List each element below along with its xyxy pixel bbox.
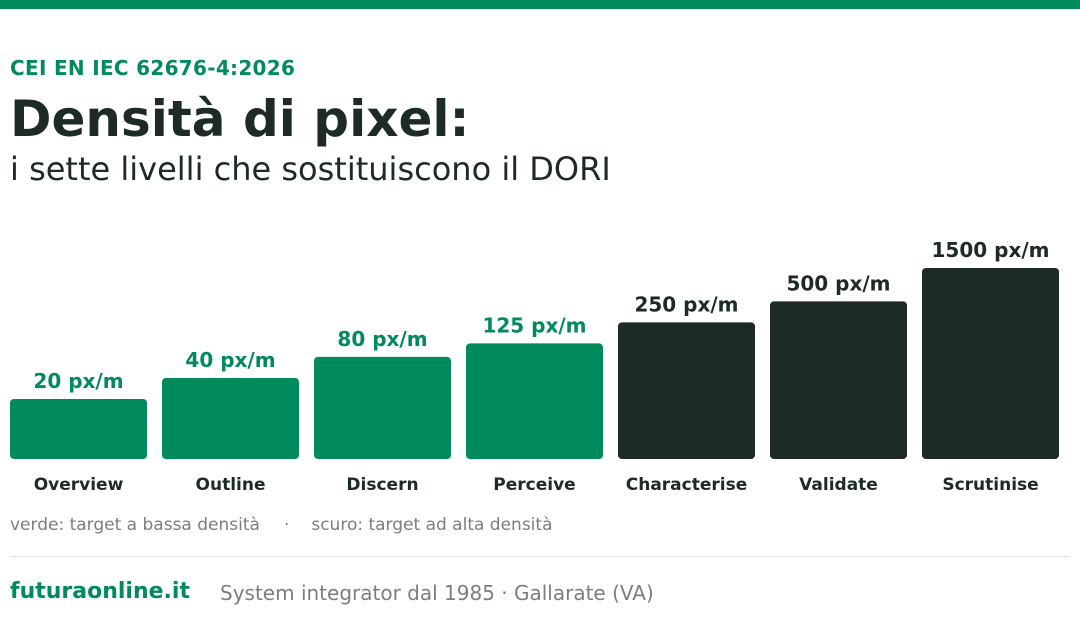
- category-label-perceive: Perceive: [493, 475, 575, 495]
- standard-reference: CEI EN IEC 62676-4:2026: [10, 56, 296, 80]
- footer-divider: [10, 556, 1070, 557]
- category-label-overview: Overview: [34, 475, 124, 495]
- bar-perceive: [466, 343, 603, 459]
- category-label-scrutinise: Scrutinise: [942, 475, 1038, 495]
- bar-scrutinise: [922, 268, 1059, 459]
- category-label-validate: Validate: [799, 475, 878, 495]
- category-label-characterise: Characterise: [626, 475, 748, 495]
- top-accent-bar: [0, 0, 1080, 9]
- chart-legend: verde: target a bassa densità · scuro: tar…: [10, 515, 553, 535]
- category-label-discern: Discern: [346, 475, 418, 495]
- bar-validate: [770, 301, 907, 459]
- value-label-discern: 80 px/m: [337, 327, 427, 351]
- value-label-overview: 20 px/m: [33, 369, 123, 393]
- value-label-validate: 500 px/m: [786, 271, 890, 295]
- value-label-outline: 40 px/m: [185, 348, 275, 372]
- company-tagline: System integrator dal 1985 · Gallarate (…: [220, 581, 654, 605]
- bar-characterise: [618, 322, 755, 459]
- value-label-scrutinise: 1500 px/m: [932, 238, 1050, 262]
- page-title: Densità di pixel:: [10, 90, 470, 148]
- bar-overview: [10, 399, 147, 459]
- value-label-perceive: 125 px/m: [482, 313, 586, 337]
- legend-low-density: verde: target a bassa densità: [10, 515, 260, 535]
- value-label-characterise: 250 px/m: [634, 292, 738, 316]
- legend-separator: ·: [283, 515, 290, 535]
- bar-discern: [314, 356, 451, 459]
- category-label-outline: Outline: [196, 475, 266, 495]
- bar-outline: [162, 377, 299, 459]
- legend-high-density: scuro: target ad alta densità: [311, 515, 553, 535]
- page-subtitle: i sette livelli che sostituiscono il DOR…: [10, 150, 611, 188]
- brand-link[interactable]: futuraonline.it: [10, 579, 190, 604]
- pixel-density-bar-chart: 20 px/m Overview 40 px/m Outline 80 px/m Disc…: [10, 238, 1059, 495]
